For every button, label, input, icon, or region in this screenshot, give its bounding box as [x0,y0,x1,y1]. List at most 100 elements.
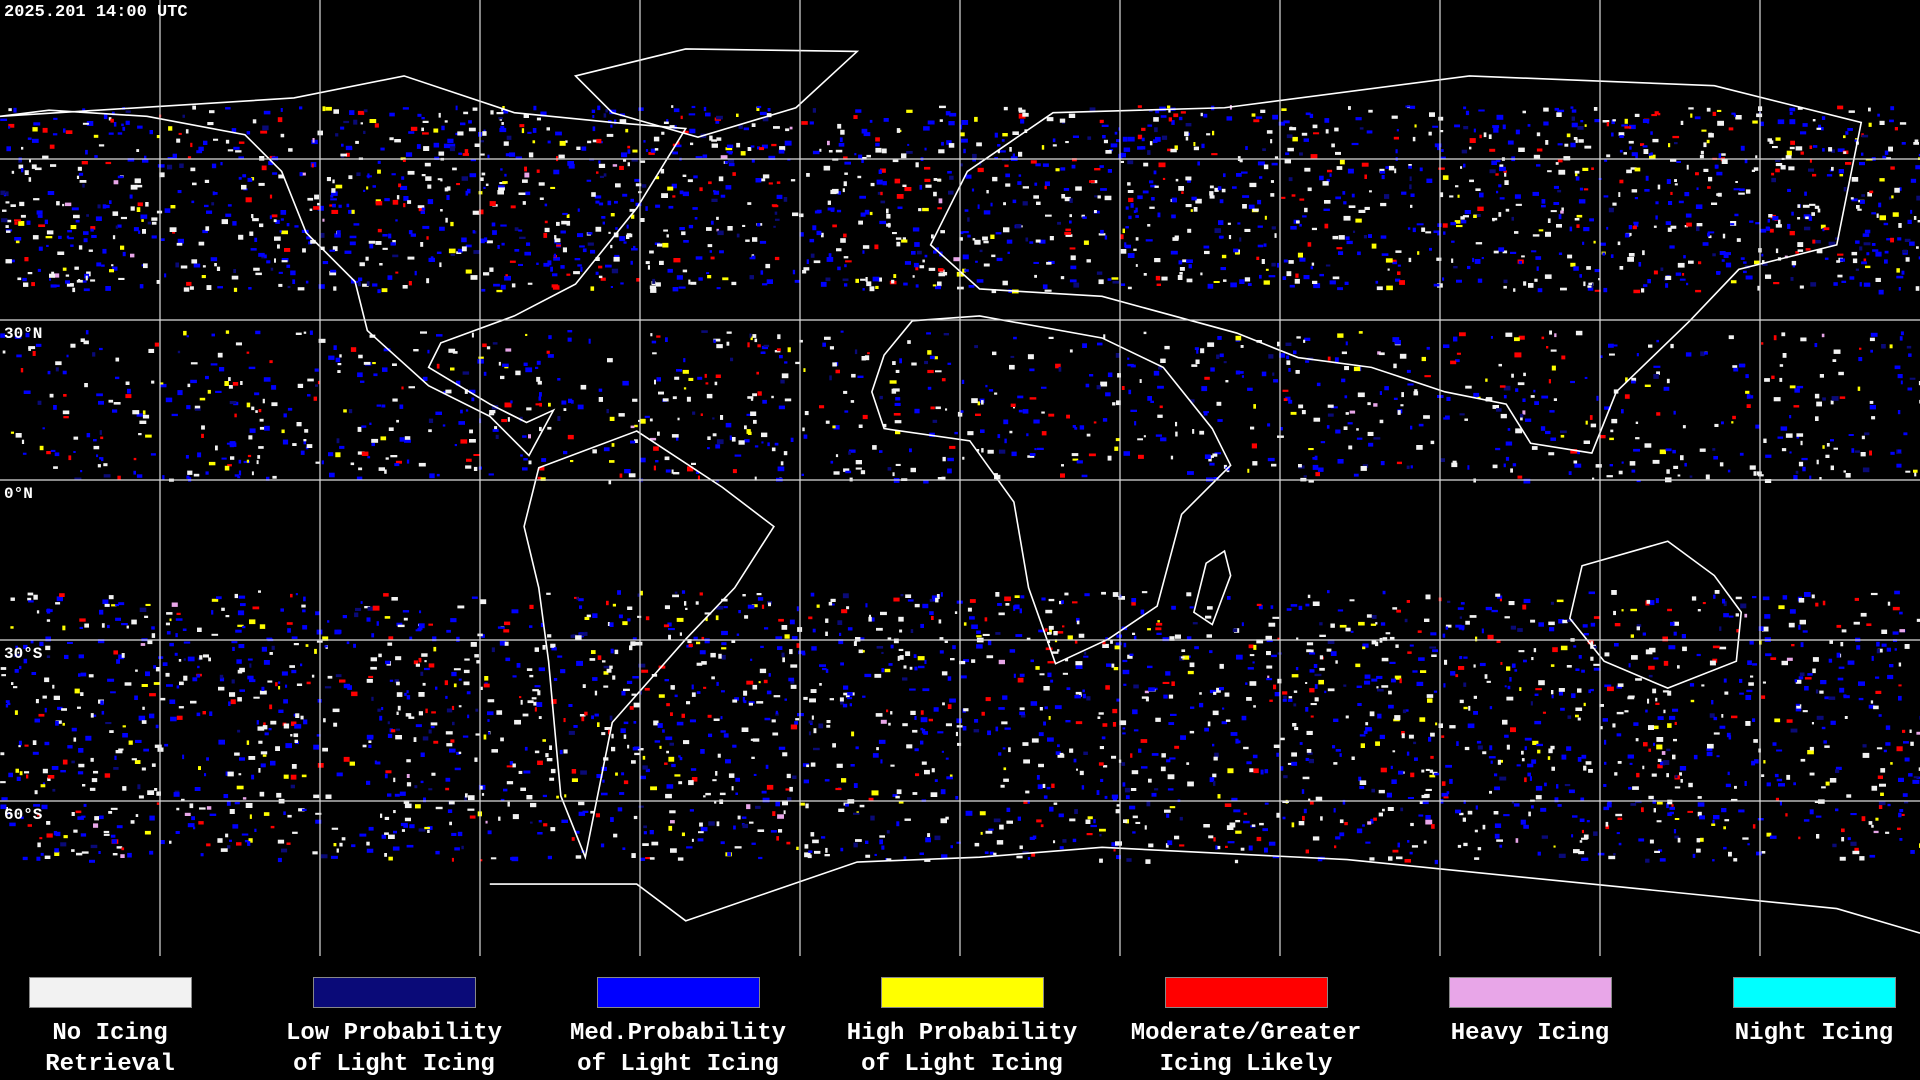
icing-pixel [1502,124,1506,130]
icing-pixel [1672,754,1676,760]
icing-pixel [1535,256,1542,260]
icing-pixel [402,610,410,613]
icing-pixel [363,361,371,365]
icing-pixel [1517,475,1523,479]
icing-pixel [1670,158,1677,162]
icing-pixel [1534,693,1539,696]
icing-pixel [448,143,456,149]
icing-pixel [500,168,503,171]
icing-pixel [1148,109,1153,112]
icing-pixel [394,139,401,143]
icing-pixel [472,210,480,215]
icing-pixel [576,597,579,601]
icing-pixel [113,650,118,655]
icing-pixel [404,439,411,443]
icing-pixel [144,615,149,618]
icing-pixel [111,264,114,267]
icing-pixel [436,251,442,254]
icing-pixel [55,602,61,605]
icing-pixel [1506,744,1510,750]
icing-pixel [985,384,988,388]
icing-pixel [912,227,920,232]
icing-pixel [302,248,306,253]
icing-pixel [160,238,165,241]
icing-pixel [947,468,952,474]
icing-pixel [1018,151,1023,157]
icing-pixel [1379,419,1384,424]
icing-pixel [1226,825,1234,830]
icing-pixel [1291,752,1297,757]
icing-pixel [8,108,12,112]
icing-pixel [1120,160,1124,163]
icing-pixel [1102,135,1106,139]
icing-pixel [1787,223,1791,229]
icing-pixel [1179,267,1185,271]
icing-pixel [137,125,143,129]
icing-pixel [321,854,328,859]
icing-pixel [258,590,261,593]
icing-pixel [611,443,615,447]
icing-pixel [1101,736,1106,740]
icing-pixel [1244,277,1251,282]
icing-pixel [1496,114,1504,120]
icing-pixel [428,418,434,423]
icing-pixel [65,130,73,134]
icing-pixel [925,837,931,843]
icing-pixel [1104,235,1108,240]
icing-pixel [753,419,757,424]
icing-pixel [767,108,771,112]
icing-pixel [1668,645,1676,650]
icing-pixel [963,148,966,154]
icing-pixel [1232,628,1238,633]
icing-pixel [1851,198,1858,202]
icing-pixel [428,429,432,433]
icing-pixel [18,157,22,162]
icing-pixel [424,667,430,671]
icing-pixel [401,386,404,390]
icing-pixel [649,285,657,289]
icing-pixel [79,618,86,622]
icing-pixel [1456,352,1461,355]
icing-pixel [715,771,718,776]
icing-pixel [143,748,149,752]
icing-pixel [221,219,228,225]
icing-pixel [1901,813,1905,816]
icing-pixel [1315,472,1320,477]
icing-pixel [1279,353,1286,358]
icing-pixel [1200,112,1203,117]
icing-pixel [1416,223,1424,226]
icing-pixel [1134,421,1137,426]
icing-pixel [1039,673,1045,676]
icing-pixel [1345,341,1348,346]
icing-pixel [869,211,873,216]
icing-pixel [1627,257,1634,262]
icing-pixel [1425,231,1432,234]
icing-pixel [1086,696,1091,701]
icing-pixel [29,158,31,163]
icing-pixel [236,785,244,790]
icing-pixel [1492,405,1499,409]
icing-pixel [1123,642,1127,648]
icing-pixel [294,724,302,729]
icing-pixel [37,214,43,218]
icing-pixel [290,774,297,780]
icing-pixel [1003,767,1007,771]
icing-pixel [1256,256,1260,260]
icing-pixel [1871,785,1878,791]
icing-pixel [760,270,764,275]
icing-pixel [351,209,355,214]
icing-pixel [627,162,630,167]
icing-pixel [481,172,486,176]
icing-pixel [90,228,94,232]
icing-pixel [774,211,778,215]
icing-pixel [622,193,628,197]
icing-pixel [364,606,371,609]
icing-pixel [1883,222,1889,226]
icing-pixel [655,176,660,180]
icing-pixel [269,652,273,655]
icing-pixel [728,151,733,155]
icing-pixel [503,788,508,792]
icing-pixel [300,450,305,455]
icing-pixel [1261,371,1267,377]
icing-pixel [779,146,786,151]
